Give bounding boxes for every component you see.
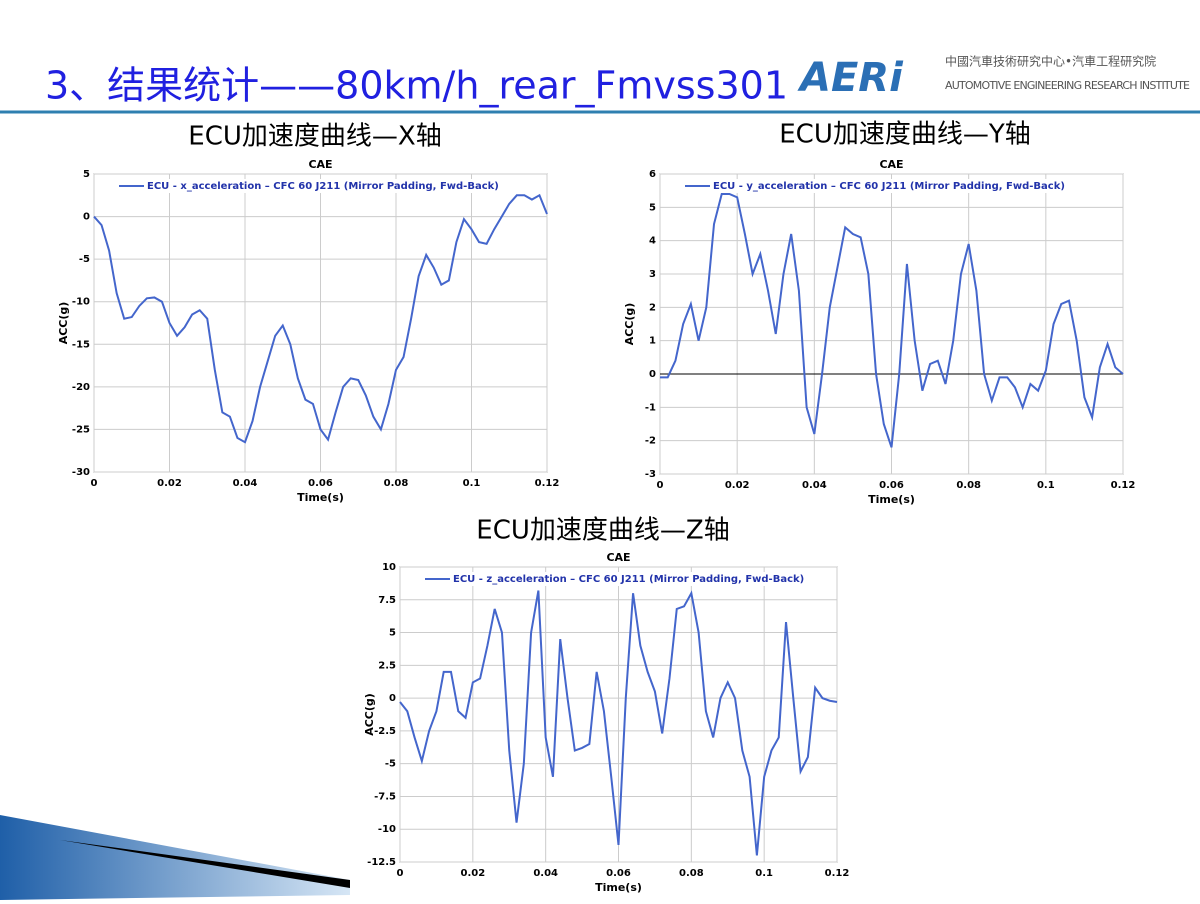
x-tick-label: 0.1 <box>1037 480 1055 491</box>
y-tick-label: -20 <box>72 382 90 393</box>
y-tick-label: -3 <box>645 469 656 480</box>
data-line <box>93 193 548 444</box>
x-tick-label: 0.12 <box>1111 480 1136 491</box>
legend-box <box>662 179 1092 193</box>
y-tick-label: 5 <box>389 628 396 639</box>
x-tick-label: 0.08 <box>679 868 704 879</box>
y-tick-label: -12.5 <box>367 857 396 868</box>
y-tick-label: 7.5 <box>378 595 396 606</box>
x-axis-label: Time(s) <box>868 493 915 506</box>
y-tick-label: 10 <box>382 562 396 573</box>
chart-heading: ECU加速度曲线—Y轴 <box>779 120 1031 150</box>
y-tick-label: -1 <box>645 402 656 413</box>
y-tick-label: 2 <box>649 302 656 313</box>
y-tick-label: 5 <box>649 202 656 213</box>
y-tick-label: -5 <box>385 759 396 770</box>
x-tick-label: 0.08 <box>956 480 981 491</box>
x-tick-label: 0.08 <box>384 478 409 489</box>
x-tick-label: 0 <box>397 868 404 879</box>
legend-box <box>402 572 832 586</box>
slide-title: 3、结果统计——80km/h_rear_Fmvss301 <box>45 64 788 108</box>
x-tick-label: 0.04 <box>233 478 258 489</box>
x-tick-label: 0.06 <box>879 480 904 491</box>
legend-label: ECU - x_acceleration – CFC 60 J211 (Mirr… <box>147 181 499 192</box>
x-tick-label: 0.12 <box>825 868 850 879</box>
chart-title: CAE <box>308 158 332 171</box>
y-tick-label: -30 <box>72 467 90 478</box>
chart-title: CAE <box>879 158 903 171</box>
x-axis-label: Time(s) <box>595 881 642 894</box>
chart-heading: ECU加速度曲线—X轴 <box>188 122 441 152</box>
y-tick-label: 1 <box>649 336 656 347</box>
y-axis-label: ACC(g) <box>57 302 70 345</box>
legend-label: ECU - z_acceleration – CFC 60 J211 (Mirr… <box>453 574 804 585</box>
x-tick-label: 0.06 <box>606 868 631 879</box>
data-line <box>660 193 1124 448</box>
y-tick-label: -2.5 <box>374 726 396 737</box>
y-tick-label: 4 <box>649 236 656 247</box>
legend-box <box>96 179 526 193</box>
y-axis-label: ACC(g) <box>363 693 376 736</box>
x-tick-label: 0.02 <box>460 868 485 879</box>
x-axis-label: Time(s) <box>297 491 344 504</box>
legend-label: ECU - y_acceleration – CFC 60 J211 (Mirr… <box>713 181 1065 192</box>
y-tick-label: -10 <box>72 297 90 308</box>
x-tick-label: 0 <box>657 480 664 491</box>
logo-en: AUTOMOTIVE ENGINEERING RESEARCH INSTITUT… <box>945 79 1190 92</box>
x-tick-label: 0.12 <box>535 478 560 489</box>
x-tick-label: 0.06 <box>308 478 333 489</box>
y-tick-label: 0 <box>649 369 656 380</box>
x-tick-label: 0 <box>91 478 98 489</box>
y-tick-label: -15 <box>72 339 90 350</box>
y-tick-label: 2.5 <box>378 660 396 671</box>
y-tick-label: 6 <box>649 169 656 180</box>
decoration <box>60 840 350 888</box>
y-tick-label: 0 <box>389 693 396 704</box>
y-axis-label: ACC(g) <box>623 303 636 346</box>
y-tick-label: -25 <box>72 424 90 435</box>
x-tick-label: 0.04 <box>533 868 558 879</box>
chart-title: CAE <box>606 551 630 564</box>
chart-heading: ECU加速度曲线—Z轴 <box>476 516 729 546</box>
x-tick-label: 0.04 <box>802 480 827 491</box>
y-tick-label: -7.5 <box>374 791 396 802</box>
x-tick-label: 0.1 <box>463 478 481 489</box>
data-line <box>399 590 838 856</box>
y-tick-label: 5 <box>83 169 90 180</box>
x-tick-label: 0.02 <box>725 480 750 491</box>
y-tick-label: -5 <box>79 254 90 265</box>
x-tick-label: 0.1 <box>755 868 773 879</box>
y-tick-label: -10 <box>378 824 396 835</box>
x-tick-label: 0.02 <box>157 478 182 489</box>
logo: AERi <box>797 55 904 101</box>
logo-cn: 中國汽車技術研究中心•汽車工程研究院 <box>945 54 1156 69</box>
y-tick-label: -2 <box>645 436 656 447</box>
y-tick-label: 0 <box>83 212 90 223</box>
y-tick-label: 3 <box>649 269 656 280</box>
